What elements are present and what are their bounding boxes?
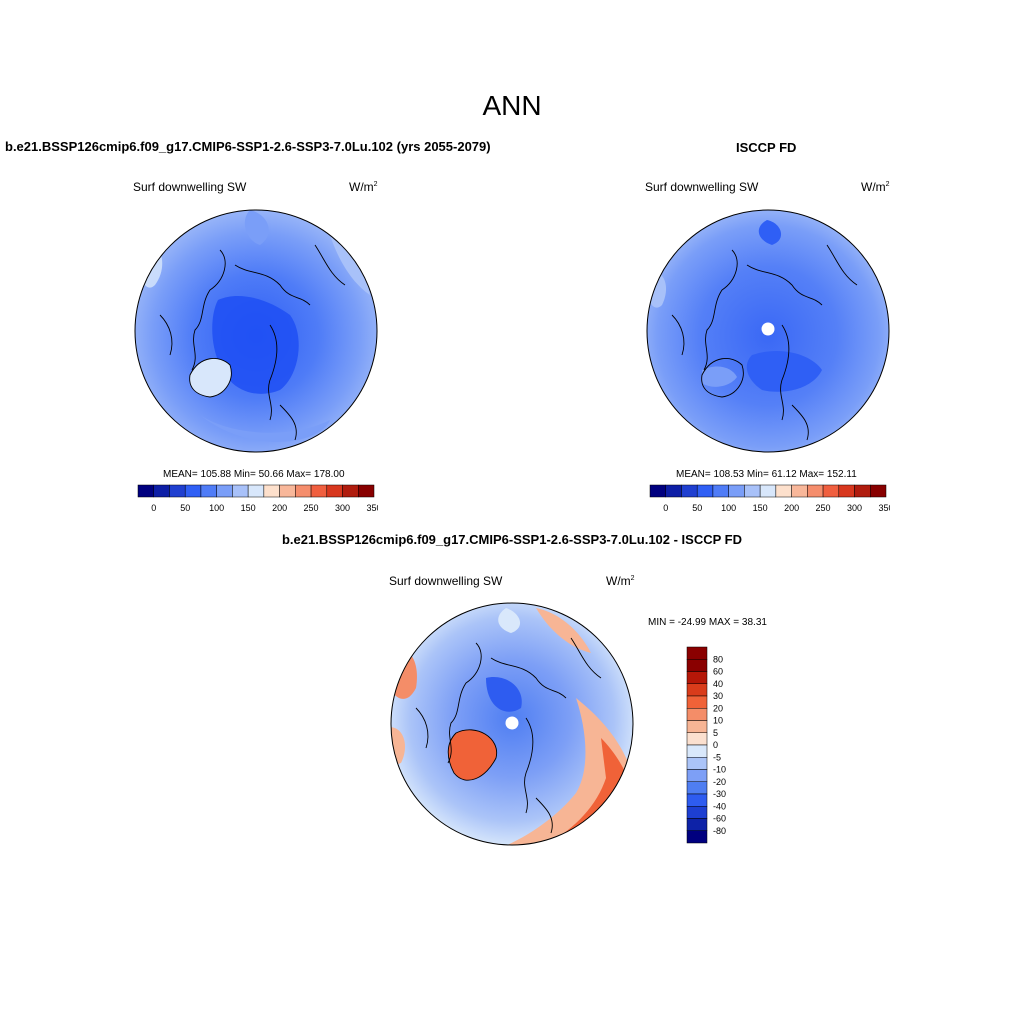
- colorbar-obs-tick-label: 50: [692, 503, 702, 513]
- colorbar-difference-tick-label: 60: [713, 667, 723, 677]
- panel-3-title: b.e21.BSSP126cmip6.f09_g17.CMIP6-SSP1-2.…: [281, 532, 742, 547]
- colorbar-difference-swatch: [686, 671, 708, 684]
- colorbar-model-tick-label: 250: [304, 503, 319, 513]
- colorbar-obs-tick-label: 350: [878, 503, 890, 513]
- polar-gap-marker: [761, 322, 775, 336]
- colorbar-obs-swatch: [822, 484, 840, 498]
- colorbar-difference-tick-label: -30: [713, 789, 726, 799]
- panel-3-units: W/m2: [606, 574, 635, 588]
- colorbar-model-swatch: [153, 484, 170, 498]
- colorbar-difference-swatch: [686, 830, 708, 844]
- panel-2-units: W/m2: [861, 180, 890, 194]
- colorbar-difference-swatch: [686, 708, 708, 721]
- panel-3-variable: Surf downwelling SW: [389, 574, 503, 588]
- colorbar-difference: 80 60 40 30 20 10 5 0 -5 -10 -20 -30 -40 -60 -80: [686, 646, 726, 844]
- colorbar-model-swatch: [279, 484, 296, 498]
- colorbar-difference-tick-label: 30: [713, 691, 723, 701]
- colorbar-difference-tick-label: 20: [713, 703, 723, 713]
- panel-1-title: b.e21.BSSP126cmip6.f09_g17.CMIP6-SSP1-2.…: [5, 139, 491, 154]
- colorbar-model-swatch: [232, 484, 249, 498]
- colorbar-difference-tick-label: -60: [713, 814, 726, 824]
- colorbar-obs-swatch: [791, 484, 808, 498]
- colorbar-obs-swatch: [712, 484, 729, 498]
- panel-2-stats: MEAN= 108.53 Min= 61.12 Max= 152.11: [676, 469, 857, 480]
- colorbar-difference-swatch: [686, 683, 708, 697]
- colorbar-difference-swatch: [686, 744, 708, 758]
- colorbar-obs-swatch: [759, 484, 777, 498]
- colorbar-difference-tick-label: -40: [713, 801, 726, 811]
- colorbar-model-swatch: [295, 484, 312, 498]
- panel-3-stats: MIN = -24.99 MAX = 38.31: [648, 617, 767, 628]
- colorbar-difference-swatch: [686, 757, 708, 770]
- colorbar-obs: 0 50 100 150 200 250 300 350: [649, 484, 890, 513]
- colorbar-obs-swatch: [649, 484, 666, 498]
- colorbar-obs-swatch: [775, 484, 792, 498]
- colorbar-model-swatch: [326, 484, 343, 498]
- colorbar-model-swatch: [247, 484, 265, 498]
- panel-2-variable: Surf downwelling SW: [645, 180, 759, 194]
- colorbar-model-swatch: [216, 484, 233, 498]
- colorbar-difference-swatch: [686, 695, 708, 709]
- colorbar-model-tick-label: 100: [209, 503, 224, 513]
- colorbar-model-tick-label: 200: [272, 503, 287, 513]
- polar-gap-marker: [505, 716, 519, 730]
- colorbar-difference-tick-label: -5: [713, 752, 721, 762]
- colorbar-obs-tick-label: 150: [753, 503, 768, 513]
- polar-map-obs: [646, 209, 890, 453]
- colorbar-model-swatch: [169, 484, 186, 498]
- colorbar-obs-tick-label: 0: [663, 503, 668, 513]
- colorbar-obs-swatch: [665, 484, 682, 498]
- colorbar-obs-swatch: [744, 484, 761, 498]
- colorbar-model-tick-label: 300: [335, 503, 350, 513]
- colorbar-difference-swatch: [686, 720, 708, 733]
- colorbar-model: 0 50 100 150 200 250 300 350: [137, 484, 378, 513]
- colorbar-obs-swatch: [807, 484, 824, 498]
- main-title: ANN: [482, 90, 542, 121]
- colorbar-model-tick-label: 350: [366, 503, 378, 513]
- colorbar-model-tick-label: 0: [151, 503, 156, 513]
- polar-map-model: [134, 209, 378, 453]
- colorbar-model-swatch: [200, 484, 217, 498]
- panel-1-stats: MEAN= 105.88 Min= 50.66 Max= 178.00: [163, 469, 345, 480]
- colorbar-model-swatch: [137, 484, 154, 498]
- colorbar-model-swatch: [310, 484, 328, 498]
- colorbar-difference-tick-label: 80: [713, 654, 723, 664]
- colorbar-difference-swatch: [686, 818, 708, 831]
- colorbar-difference-tick-label: -80: [713, 826, 726, 836]
- panel-2-title: ISCCP FD: [736, 140, 797, 155]
- colorbar-model-swatch: [358, 484, 375, 498]
- colorbar-obs-swatch: [728, 484, 745, 498]
- colorbar-difference-swatch: [686, 793, 708, 807]
- colorbar-obs-swatch: [854, 484, 871, 498]
- colorbar-difference-swatch: [686, 659, 708, 672]
- colorbar-model-tick-label: 50: [180, 503, 190, 513]
- colorbar-difference-tick-label: 0: [713, 740, 718, 750]
- colorbar-difference-swatch: [686, 646, 708, 660]
- colorbar-obs-swatch: [870, 484, 887, 498]
- colorbar-difference-swatch: [686, 769, 708, 782]
- polar-map-difference: [390, 602, 634, 846]
- panel-1-units: W/m2: [349, 180, 378, 194]
- colorbar-difference-swatch: [686, 732, 708, 746]
- colorbar-difference-tick-label: 5: [713, 728, 718, 738]
- colorbar-obs-tick-label: 250: [816, 503, 831, 513]
- colorbar-difference-tick-label: 10: [713, 716, 723, 726]
- colorbar-difference-tick-label: -20: [713, 777, 726, 787]
- colorbar-difference-swatch: [686, 781, 708, 795]
- colorbar-difference-tick-label: 40: [713, 679, 723, 689]
- colorbar-obs-tick-label: 300: [847, 503, 862, 513]
- colorbar-difference-tick-label: -10: [713, 765, 726, 775]
- colorbar-model-tick-label: 150: [241, 503, 256, 513]
- colorbar-obs-swatch: [838, 484, 855, 498]
- colorbar-difference-swatch: [686, 806, 708, 819]
- colorbar-obs-swatch: [681, 484, 698, 498]
- colorbar-model-swatch: [263, 484, 280, 498]
- colorbar-model-swatch: [342, 484, 359, 498]
- colorbar-obs-tick-label: 100: [721, 503, 736, 513]
- panel-1-variable: Surf downwelling SW: [133, 180, 247, 194]
- colorbar-obs-swatch: [696, 484, 714, 498]
- colorbar-model-swatch: [184, 484, 202, 498]
- colorbar-obs-tick-label: 200: [784, 503, 799, 513]
